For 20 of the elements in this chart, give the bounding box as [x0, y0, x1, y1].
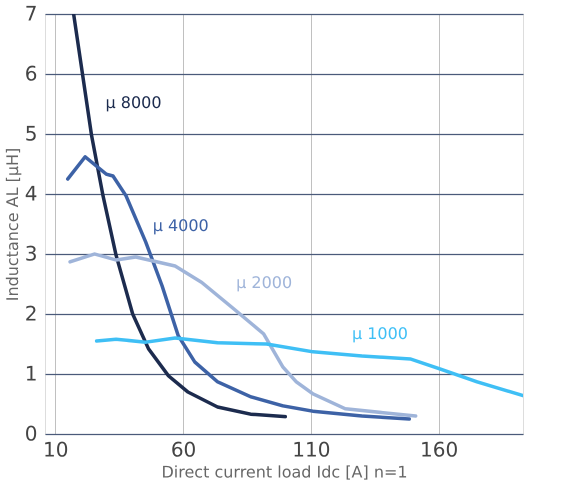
y-axis-title: Inductance AL [µH]	[2, 148, 22, 302]
x-tick-label: 110	[292, 438, 330, 462]
series-label: μ 8000	[106, 93, 162, 112]
x-tick-label: 60	[170, 438, 196, 462]
x-axis-title: Direct current load Idc [A] n=1	[161, 462, 408, 482]
series-label: μ 1000	[352, 324, 408, 343]
y-tick-label: 0	[24, 422, 38, 446]
y-tick-label: 7	[24, 2, 38, 26]
series-label: μ 2000	[236, 273, 292, 292]
y-tick-label: 6	[24, 62, 38, 86]
line-series	[68, 252, 418, 418]
line-series	[66, 155, 411, 421]
y-tick-label: 5	[24, 122, 38, 146]
x-tick-label: 10	[43, 438, 68, 462]
series-label: μ 4000	[152, 216, 209, 235]
y-tick-label: 1	[24, 362, 38, 386]
y-tick-label: 2	[24, 302, 38, 326]
y-tick-label: 4	[24, 182, 38, 206]
y-tick-label: 3	[24, 242, 38, 266]
x-tick-label: 160	[420, 438, 458, 462]
